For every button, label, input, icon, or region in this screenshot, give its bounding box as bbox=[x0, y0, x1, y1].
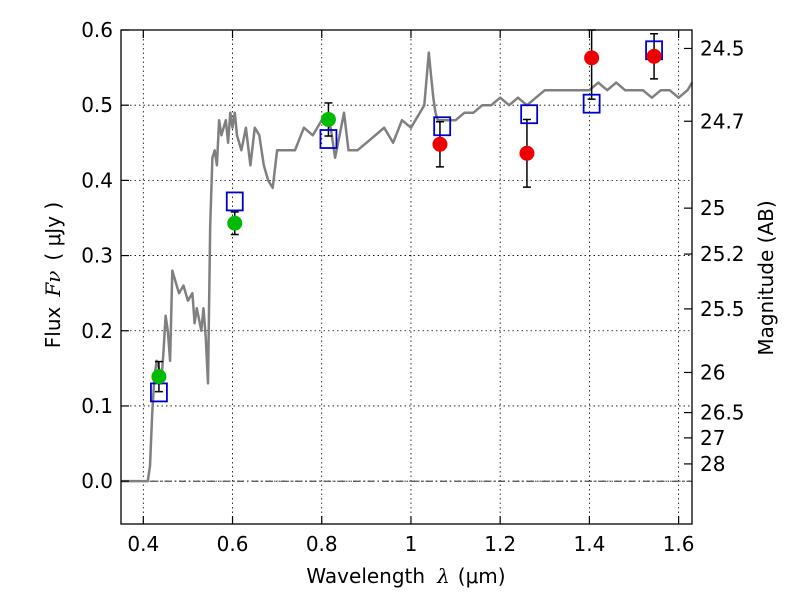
magnitude-tick-label: 26 bbox=[700, 360, 725, 384]
y-tick-label: 0.4 bbox=[81, 168, 113, 192]
y-axis-unit: ( μJy ) bbox=[41, 202, 65, 261]
y-tick-label: 0.2 bbox=[81, 319, 113, 343]
y-tick-label: 0.6 bbox=[81, 18, 113, 42]
photometry-point bbox=[320, 111, 336, 127]
photometry-point bbox=[432, 136, 448, 152]
model-photometry-square bbox=[433, 116, 452, 137]
y-tick-label: 0.0 bbox=[81, 469, 113, 493]
y-axis-symbol: Fν bbox=[41, 271, 65, 298]
model-photometry-square bbox=[319, 129, 338, 149]
x-tick-label: 1 bbox=[405, 532, 418, 556]
photometry-point bbox=[584, 50, 600, 66]
x-axis-title-prefix: Wavelength bbox=[306, 564, 425, 588]
magnitude-tick-label: 25.5 bbox=[700, 297, 745, 321]
model-photometry-square bbox=[225, 191, 244, 212]
y-tick-label: 0.1 bbox=[81, 394, 113, 418]
photometry-markers bbox=[150, 40, 663, 403]
x-axis-symbol: λ bbox=[436, 564, 450, 588]
x-tick-label: 0.8 bbox=[306, 532, 338, 556]
magnitude-tick-label: 27 bbox=[700, 426, 725, 450]
grid-lines bbox=[121, 29, 692, 524]
photometry-point bbox=[646, 48, 662, 64]
x-tick-label: 0.4 bbox=[127, 532, 159, 556]
y-tick-label: 0.5 bbox=[81, 93, 113, 117]
model-photometry-square bbox=[520, 104, 539, 125]
magnitude-axis-title: Magnitude (AB) bbox=[754, 200, 778, 355]
y-tick-label: 0.3 bbox=[81, 244, 113, 268]
x-axis-unit: (μm) bbox=[458, 564, 506, 588]
magnitude-tick-label: 24.5 bbox=[700, 36, 745, 60]
axis-ticks bbox=[121, 29, 692, 524]
magnitude-tick-label: 25.2 bbox=[700, 242, 745, 266]
photometry-point bbox=[519, 145, 535, 161]
x-tick-label: 1.6 bbox=[663, 532, 695, 556]
model-photometry-square bbox=[582, 93, 601, 114]
magnitude-tick-label: 25 bbox=[700, 196, 725, 220]
model-spectrum bbox=[121, 51, 694, 483]
y-axis-title-prefix: Flux bbox=[41, 306, 65, 348]
magnitude-tick-label: 28 bbox=[700, 452, 725, 476]
magnitude-tick-label: 26.5 bbox=[700, 401, 745, 425]
x-tick-label: 0.6 bbox=[217, 532, 249, 556]
magnitude-tick-label: 24.7 bbox=[700, 109, 745, 133]
tick-labels: 0.4 0.6 0.8 1 1.2 1.4 1.6 0.0 0.1 0.2 0.3 0.4 0.5 0.6… bbox=[81, 18, 744, 556]
spectrum-line bbox=[121, 51, 694, 483]
y-axis-title: Flux Fν ( μJy ) bbox=[41, 202, 65, 348]
x-tick-label: 1.4 bbox=[573, 532, 605, 556]
plot-frame bbox=[120, 29, 693, 525]
x-tick-label: 1.2 bbox=[484, 532, 516, 556]
photometry-point bbox=[227, 215, 243, 231]
photometry-point bbox=[151, 369, 167, 385]
x-axis-title: Wavelength λ (μm) bbox=[306, 564, 505, 588]
